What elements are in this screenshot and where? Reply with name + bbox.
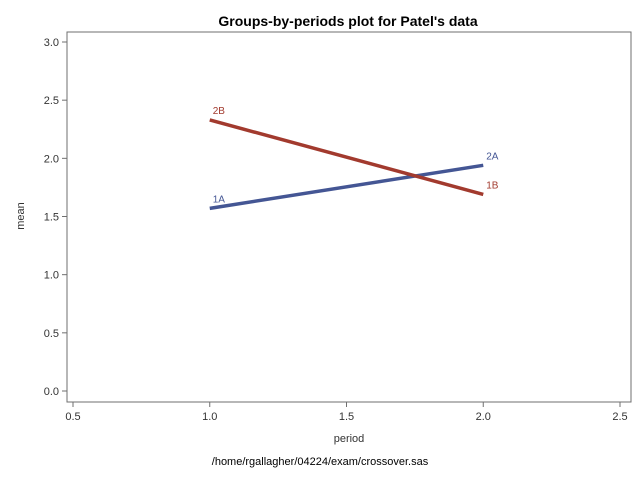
y-axis: 0.0 0.5 1.0 1.5 2.0 2.5 3.0 bbox=[44, 37, 67, 398]
point-label: 2A bbox=[486, 151, 499, 162]
point-label: 2B bbox=[213, 106, 226, 117]
x-axis: 0.5 1.0 1.5 2.0 2.5 bbox=[65, 402, 628, 423]
y-tick-label: 2.0 bbox=[44, 153, 59, 165]
x-tick-label: 0.5 bbox=[65, 411, 80, 423]
x-tick-label: 1.5 bbox=[339, 411, 354, 423]
y-tick-label: 1.0 bbox=[44, 270, 59, 282]
x-tick-label: 2.0 bbox=[476, 411, 491, 423]
point-label: 1A bbox=[213, 194, 226, 205]
series-line-1 bbox=[209, 163, 484, 211]
series-line-2 bbox=[209, 118, 484, 197]
footnote: /home/rgallagher/04224/exam/crossover.sa… bbox=[212, 456, 429, 468]
plot-frame bbox=[66, 31, 632, 403]
y-tick-label: 0.5 bbox=[44, 328, 59, 340]
point-label: 1B bbox=[486, 180, 499, 191]
chart-title: Groups-by-periods plot for Patel's data bbox=[218, 13, 477, 29]
x-tick-label: 1.0 bbox=[202, 411, 217, 423]
y-tick-label: 3.0 bbox=[44, 37, 59, 49]
y-axis-label: mean bbox=[15, 202, 27, 230]
y-tick-label: 0.0 bbox=[44, 386, 59, 398]
x-axis-label: period bbox=[334, 433, 365, 445]
series-layer: 1A 2A 2B 1B bbox=[209, 106, 499, 211]
x-tick-label: 2.5 bbox=[612, 411, 627, 423]
y-tick-label: 1.5 bbox=[44, 212, 59, 224]
y-tick-label: 2.5 bbox=[44, 95, 59, 107]
